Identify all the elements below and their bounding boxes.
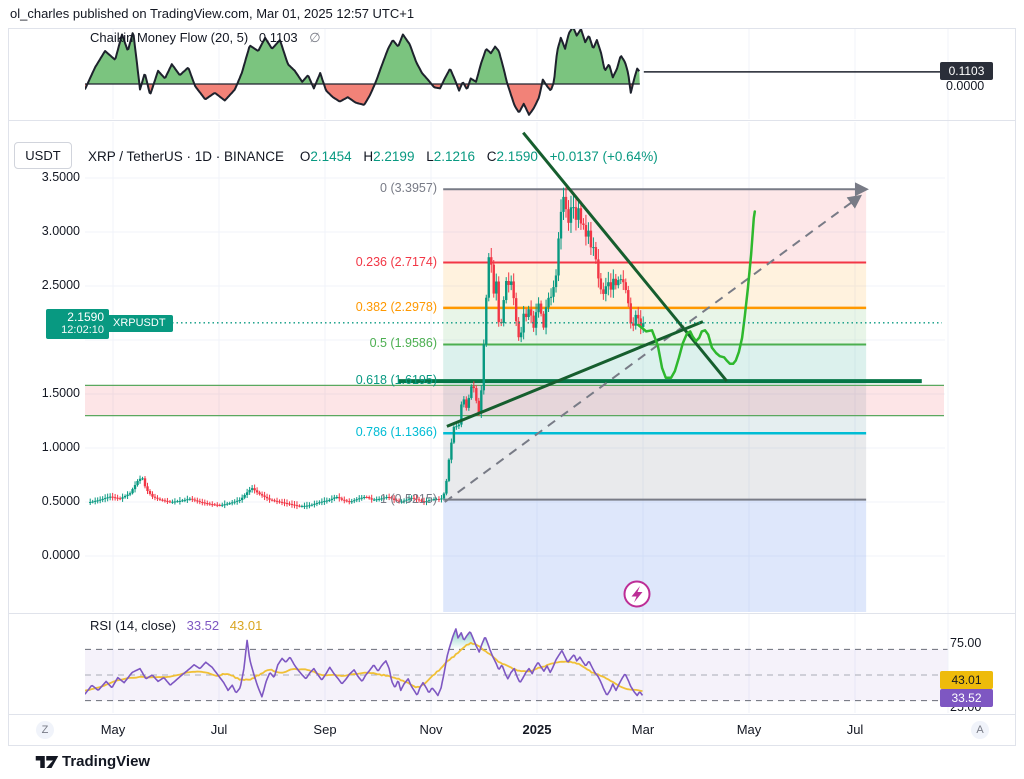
price-pane[interactable] bbox=[85, 122, 945, 612]
rsi-pane[interactable] bbox=[85, 614, 948, 713]
fib-below-zone bbox=[443, 499, 867, 612]
price-tick-label: 0.0000 bbox=[41, 548, 80, 562]
price-zone-band bbox=[85, 385, 944, 416]
cmf-value: 0.1103 bbox=[258, 30, 298, 45]
high-value: 2.2199 bbox=[373, 149, 415, 164]
pane-separator-cmf[interactable] bbox=[9, 120, 1015, 121]
cmf-outline bbox=[85, 29, 641, 116]
cmf-pane[interactable] bbox=[85, 28, 948, 119]
fib-zone bbox=[443, 344, 867, 382]
candlestick-series[interactable] bbox=[89, 187, 645, 510]
fib-zone bbox=[443, 381, 867, 434]
adjust-button[interactable]: A bbox=[971, 721, 989, 739]
fib-level-label: 0.786 (1.1366) bbox=[355, 425, 437, 440]
time-axis-label: Mar bbox=[631, 722, 655, 737]
rsi-title: RSI (14, close) bbox=[90, 618, 176, 633]
cmf-positive-area bbox=[85, 29, 640, 84]
rsi-ma-badge: 43.01 bbox=[940, 671, 993, 689]
fib-level-label: 0.5 (1.9586) bbox=[369, 336, 437, 351]
symbol-price-label: XRPUSDT bbox=[106, 315, 173, 332]
trendline-descending[interactable] bbox=[522, 131, 728, 382]
high-label: H bbox=[363, 149, 374, 164]
time-axis-label: 2025 bbox=[522, 722, 552, 737]
open-value: 2.1454 bbox=[310, 149, 352, 164]
low-label: L bbox=[426, 149, 434, 164]
publish-attribution: ol_charles published on TradingView.com,… bbox=[10, 6, 415, 21]
price-tick-label: 3.0000 bbox=[41, 224, 80, 238]
cmf-title: Chaikin Money Flow (20, 5) bbox=[90, 30, 249, 45]
price-tick-label: 0.5000 bbox=[41, 494, 80, 508]
close-value: 2.1590 bbox=[496, 149, 538, 164]
dashed-projection-arrow[interactable] bbox=[444, 194, 863, 503]
price-tick-label: 3.5000 bbox=[41, 170, 80, 184]
fib-level-label: 0.382 (2.2978) bbox=[355, 299, 437, 314]
timezone-button[interactable]: Z bbox=[36, 721, 54, 739]
rsi-ma-line bbox=[85, 641, 643, 692]
fib-level-label: 1 (0.5215) bbox=[380, 491, 437, 506]
price-tick-label: 2.5000 bbox=[41, 278, 80, 292]
price-projection-curve[interactable] bbox=[636, 210, 757, 380]
rsi-indicator-legend[interactable]: RSI (14, close) 33.52 43.01 bbox=[90, 618, 262, 633]
close-label: C bbox=[486, 149, 497, 164]
pane-separator-rsi[interactable] bbox=[9, 613, 1015, 614]
time-axis-separator bbox=[9, 714, 1015, 715]
open-label: O bbox=[299, 149, 311, 164]
cmf-negative-area bbox=[85, 84, 640, 115]
price-tick-label: 1.5000 bbox=[41, 386, 80, 400]
rsi-value-badge: 33.52 bbox=[940, 689, 993, 707]
tradingview-logo-icon[interactable] bbox=[34, 753, 60, 771]
symbol-title: XRP / TetherUS · 1D · BINANCE bbox=[88, 149, 285, 164]
tradingview-brand-link[interactable]: TradingView bbox=[62, 753, 151, 770]
time-axis-label: Jul bbox=[210, 722, 228, 737]
fib-level-label: 0 (3.3957) bbox=[380, 181, 437, 196]
low-value: 2.1216 bbox=[433, 149, 476, 164]
price-tick-label: 1.0000 bbox=[41, 440, 80, 454]
cmf-value-badge: 0.1103 bbox=[940, 62, 993, 80]
fib-zone bbox=[443, 189, 867, 263]
cmf-zero-label: 0.0000 bbox=[946, 79, 985, 93]
lightning-badge-icon[interactable] bbox=[623, 580, 651, 608]
time-axis-label: Sep bbox=[313, 722, 337, 737]
cmf-indicator-legend[interactable]: Chaikin Money Flow (20, 5) 0.1103 ∅ bbox=[90, 30, 321, 46]
fib-zone bbox=[443, 433, 867, 500]
time-axis-label: Nov bbox=[419, 722, 443, 737]
fib-level-label: 0.618 (1.6195) bbox=[355, 373, 437, 388]
fib-level-label: 0.236 (2.7174) bbox=[355, 254, 437, 269]
time-axis-label: Jul bbox=[846, 722, 864, 737]
countdown-timer: 12:02:10 bbox=[61, 324, 104, 336]
rsi-line bbox=[85, 628, 644, 698]
symbol-legend[interactable]: XRP / TetherUS · 1D · BINANCE O2.1454 H2… bbox=[88, 149, 658, 164]
current-price: 2.1590 bbox=[67, 310, 104, 324]
rsi-upper-scale-label: 75.00 bbox=[950, 636, 982, 650]
chart-frame bbox=[8, 28, 1016, 746]
time-axis-label: May bbox=[736, 722, 762, 737]
time-axis-label: May bbox=[100, 722, 126, 737]
rsi-ma-value: 43.01 bbox=[229, 618, 263, 633]
rsi-value: 33.52 bbox=[186, 618, 220, 633]
cmf-muted-icon: ∅ bbox=[309, 30, 321, 45]
change-value: +0.0137 (+0.64%) bbox=[549, 149, 658, 164]
trendline-ascending[interactable] bbox=[446, 320, 704, 428]
currency-toggle-button[interactable]: USDT bbox=[14, 142, 72, 169]
current-price-badge: 2.1590 12:02:10 bbox=[46, 309, 109, 339]
